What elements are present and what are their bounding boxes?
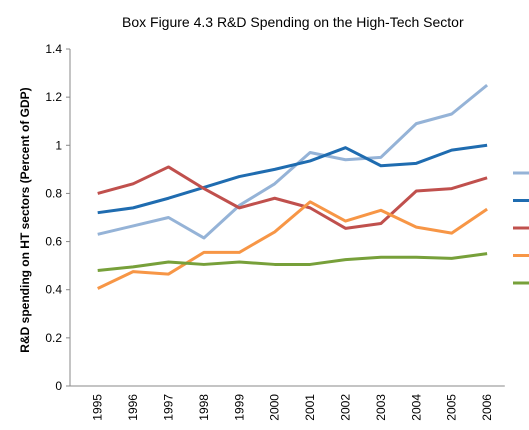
x-tick-label: 1997 bbox=[162, 394, 176, 421]
y-tick-label: 0.2 bbox=[45, 331, 62, 345]
y-tick-label: 0.8 bbox=[45, 186, 62, 200]
x-tick-label: 1995 bbox=[91, 394, 105, 421]
x-tick-label: 1998 bbox=[197, 394, 211, 421]
x-tick-label: 2005 bbox=[445, 394, 459, 421]
y-tick-label: 1.4 bbox=[45, 42, 62, 56]
x-tick-label: 2004 bbox=[409, 394, 423, 421]
y-tick-label: 1 bbox=[55, 138, 62, 152]
series-line bbox=[97, 83, 489, 240]
x-tick-label: 2003 bbox=[374, 394, 388, 421]
x-tick-label: 1999 bbox=[232, 394, 246, 421]
chart-title: Box Figure 4.3 R&D Spending on the High-… bbox=[122, 14, 464, 30]
x-tick-label: 2000 bbox=[268, 394, 282, 421]
x-tick-label: 2001 bbox=[303, 394, 317, 421]
series-line bbox=[97, 200, 488, 290]
x-tick-label: 1996 bbox=[126, 394, 140, 421]
series-line bbox=[97, 143, 488, 215]
y-axis-label: R&D spending on HT sectors (Percent of G… bbox=[18, 87, 32, 353]
y-tick-label: 0.6 bbox=[45, 235, 62, 249]
x-tick-label: 2002 bbox=[339, 394, 353, 421]
x-tick-label: 2006 bbox=[480, 394, 494, 421]
y-tick-label: 1.2 bbox=[45, 90, 62, 104]
series-line bbox=[97, 252, 488, 272]
series-line bbox=[97, 165, 488, 230]
y-tick-label: 0 bbox=[55, 379, 62, 393]
y-tick-label: 0.4 bbox=[45, 283, 62, 297]
